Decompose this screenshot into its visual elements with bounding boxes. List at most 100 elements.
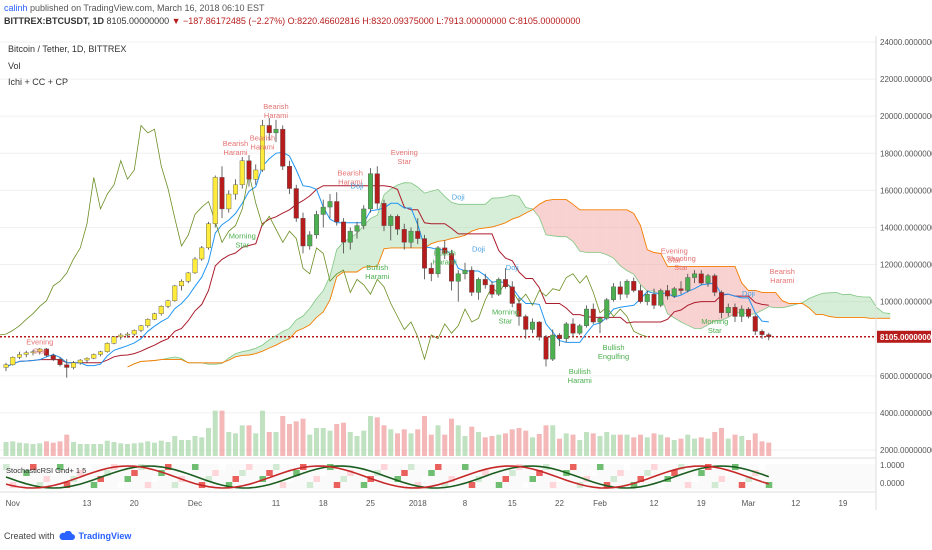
volume-bar bbox=[523, 430, 529, 456]
oscillator-cell bbox=[711, 482, 719, 488]
volume-bar bbox=[327, 430, 333, 456]
cloud-segment bbox=[606, 209, 614, 259]
candle-body bbox=[341, 221, 347, 243]
volume-bar bbox=[746, 440, 751, 456]
cloud-segment bbox=[498, 196, 506, 226]
pattern-label: Evening bbox=[661, 246, 688, 255]
volume-bar bbox=[334, 424, 340, 456]
candle-body bbox=[17, 354, 23, 358]
price-tick-label: 18000.00000000 bbox=[880, 149, 932, 158]
volume-bar bbox=[489, 436, 495, 456]
oscillator-cell bbox=[610, 476, 617, 482]
pattern-label: Doji bbox=[472, 245, 485, 254]
cloud-segment bbox=[323, 276, 330, 312]
oscillator-cell bbox=[124, 476, 131, 482]
candle-body bbox=[604, 299, 610, 319]
cloud-segment bbox=[843, 294, 850, 318]
volume-bar bbox=[361, 430, 367, 456]
volume-bar bbox=[543, 425, 549, 456]
oscillator-cell bbox=[131, 470, 138, 476]
oscillator-cell bbox=[84, 464, 91, 470]
candle-body bbox=[536, 321, 542, 338]
oscillator-cell bbox=[158, 470, 165, 476]
volume-bar bbox=[563, 433, 569, 456]
oscillator-cell bbox=[759, 464, 766, 470]
oscillator-cell bbox=[408, 464, 415, 470]
candle-body bbox=[489, 284, 495, 295]
cloud-segment bbox=[836, 292, 843, 318]
candle-body bbox=[334, 201, 340, 223]
candlesticks bbox=[3, 118, 772, 378]
candle-body bbox=[97, 351, 103, 355]
candle-body bbox=[509, 286, 515, 304]
volume-bar bbox=[219, 410, 225, 456]
candle-body bbox=[232, 184, 238, 195]
candle-body bbox=[84, 358, 90, 361]
candle-body bbox=[158, 306, 164, 314]
volume-bar bbox=[354, 436, 360, 456]
cloud-segment bbox=[849, 294, 857, 318]
candle-body bbox=[570, 323, 576, 334]
volume-bar bbox=[698, 437, 704, 456]
oscillator-cell bbox=[252, 482, 260, 488]
cloud-segment bbox=[478, 204, 486, 229]
tradingview-brand[interactable]: TradingView bbox=[78, 531, 132, 541]
candle-body bbox=[496, 279, 502, 295]
volume-bar bbox=[125, 444, 130, 456]
pattern-label: Harami bbox=[770, 276, 795, 285]
volume-bar bbox=[111, 442, 117, 456]
pattern-label: Star bbox=[674, 263, 688, 272]
price-chart[interactable]: EveningStarBearishHaramiBearishHaramiBea… bbox=[0, 36, 932, 516]
cloud-segment bbox=[809, 295, 816, 315]
candle-body bbox=[320, 206, 326, 215]
candle-body bbox=[435, 247, 441, 275]
oscillator-cell bbox=[455, 470, 462, 476]
candle-body bbox=[57, 358, 63, 365]
candle-body bbox=[759, 331, 765, 335]
oscillator-cell bbox=[401, 470, 408, 476]
volume-bar bbox=[71, 442, 76, 456]
volume-bar bbox=[449, 418, 454, 456]
candle-body bbox=[428, 268, 434, 275]
volume-bar bbox=[712, 432, 718, 456]
cloud-segment bbox=[431, 189, 438, 244]
oscillator-cell bbox=[36, 482, 44, 488]
candle-body bbox=[658, 290, 664, 306]
price-tick-label: 14000.00000000 bbox=[880, 223, 932, 232]
cloud-segment bbox=[566, 199, 573, 242]
oscillator-cell bbox=[50, 470, 57, 476]
author-name[interactable]: calinh bbox=[4, 3, 28, 13]
oscillator-cell bbox=[637, 476, 644, 482]
cloud-segment bbox=[519, 196, 526, 217]
oscillator-cell bbox=[698, 470, 705, 476]
candle-body bbox=[543, 336, 549, 360]
candle-body bbox=[30, 351, 36, 353]
oscillator-cell bbox=[556, 476, 563, 482]
candle-body bbox=[577, 325, 583, 334]
volume-bar bbox=[739, 436, 745, 456]
oscillator-cell bbox=[219, 464, 226, 470]
oscillator-cell bbox=[340, 476, 347, 482]
cloud-segment bbox=[829, 292, 837, 318]
volume-bar bbox=[347, 432, 353, 456]
oscillator-cell bbox=[691, 476, 698, 482]
time-tick-label: Dec bbox=[188, 499, 202, 508]
candle-body bbox=[752, 316, 758, 332]
price-tick-label: 16000.00000000 bbox=[880, 186, 932, 195]
candle-body bbox=[442, 247, 448, 254]
oscillator-cell bbox=[90, 482, 98, 488]
volume-bar bbox=[408, 433, 414, 456]
last-price: 8105.00000000 bbox=[106, 16, 170, 26]
candle-body bbox=[64, 364, 70, 368]
price-tick-label: 2000.00000000 bbox=[880, 446, 932, 455]
cloud-segment bbox=[600, 209, 607, 255]
cloud-segment bbox=[424, 191, 432, 248]
cloud-segment bbox=[876, 307, 884, 319]
cloud-segment bbox=[444, 196, 452, 241]
cloud-segment bbox=[512, 195, 519, 220]
volume-bar bbox=[239, 425, 245, 456]
candle-body bbox=[455, 273, 461, 282]
volume-bar bbox=[516, 428, 522, 456]
volume-bar bbox=[638, 434, 643, 456]
oscillator-cell bbox=[495, 482, 503, 488]
